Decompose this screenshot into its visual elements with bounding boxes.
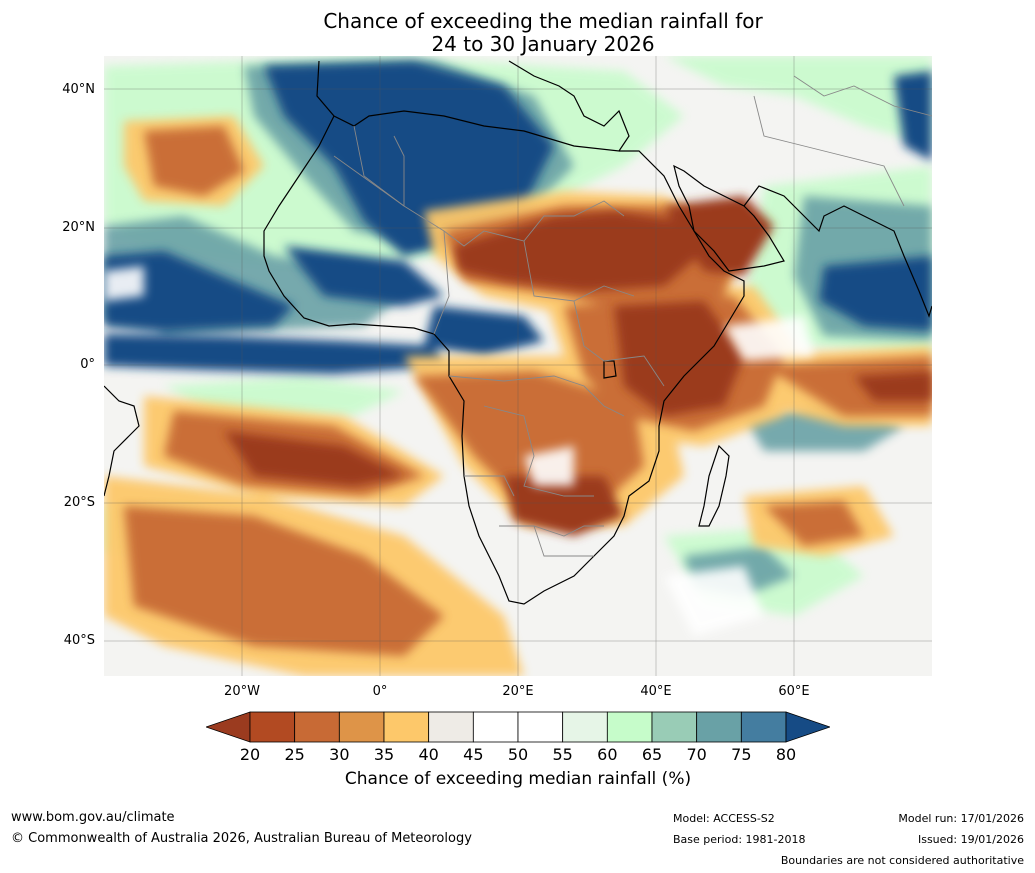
lat-label-40s: 40°S <box>63 633 95 648</box>
colorbar-tick-label: 30 <box>329 745 350 764</box>
colorbar-cell <box>294 711 340 743</box>
lon-label-40e: 40°E <box>640 684 672 699</box>
boundary-disclaimer: Boundaries are not considered authoritat… <box>780 854 1024 867</box>
colorbar-tick-label: 45 <box>463 745 484 764</box>
lon-label-20e: 20°E <box>502 684 534 699</box>
colorbar-cell <box>651 711 698 743</box>
country-boundaries <box>333 75 932 557</box>
title-line-2: 24 to 30 January 2026 <box>431 32 655 56</box>
colorbar-cell <box>428 711 474 743</box>
colorbar-tick-label: 55 <box>552 745 573 764</box>
rainfall-probability-map <box>104 56 932 676</box>
issued-date: Issued: 19/01/2026 <box>917 833 1024 846</box>
copyright-notice: © Commonwealth of Australia 2026, Austra… <box>11 831 472 846</box>
colorbar-cell <box>472 711 519 743</box>
lon-label-0: 0° <box>372 684 388 699</box>
colorbar-label: Chance of exceeding median rainfall (%) <box>344 769 692 789</box>
colorbar-tick-label: 65 <box>641 745 663 764</box>
colorbar-tick-label: 40 <box>418 745 439 764</box>
colorbar-extension-high <box>785 711 830 743</box>
colorbar-cell <box>740 711 787 743</box>
colorbar-tick-label: 70 <box>686 745 707 764</box>
model-name: Model: ACCESS-S2 <box>673 812 775 825</box>
lat-label-equator: 0° <box>80 357 95 372</box>
model-run-date: Model run: 17/01/2026 <box>898 812 1024 825</box>
colorbar-extension-low <box>206 711 251 743</box>
lat-label-20s: 20°S <box>63 495 95 510</box>
colorbar-tick-label: 35 <box>373 745 395 764</box>
lon-label-60e: 60°E <box>778 684 810 699</box>
colorbar-tick-label: 80 <box>775 745 797 764</box>
colorbar <box>206 711 830 743</box>
lat-label-20n: 20°N <box>62 220 95 235</box>
lat-label-40n: 40°N <box>62 82 95 97</box>
probability-field-very-dry <box>224 196 932 536</box>
colorbar-cell <box>606 711 653 743</box>
colorbar-tick-label: 20 <box>239 745 261 764</box>
lon-label-20w: 20°W <box>224 684 260 699</box>
colorbar-tick-label: 50 <box>507 745 529 764</box>
map-gridlines <box>104 56 932 676</box>
map-title: Chance of exceeding the median rainfall … <box>104 10 982 56</box>
colorbar-cell <box>562 711 608 743</box>
colorbar-cell <box>383 711 430 743</box>
colorbar-cell <box>517 711 564 743</box>
title-line-1: Chance of exceeding the median rainfall … <box>323 9 763 33</box>
colorbar-cell <box>249 711 296 743</box>
website-link[interactable]: www.bom.gov.au/climate <box>11 810 175 825</box>
probability-field-neutral <box>104 266 814 636</box>
colorbar-tick-label: 25 <box>284 745 305 764</box>
colorbar-cell <box>338 711 385 743</box>
colorbar-tick-label: 60 <box>597 745 618 764</box>
colorbar-tick-label: 75 <box>731 745 752 764</box>
base-period: Base period: 1981-2018 <box>673 833 806 846</box>
colorbar-cell <box>696 711 742 743</box>
